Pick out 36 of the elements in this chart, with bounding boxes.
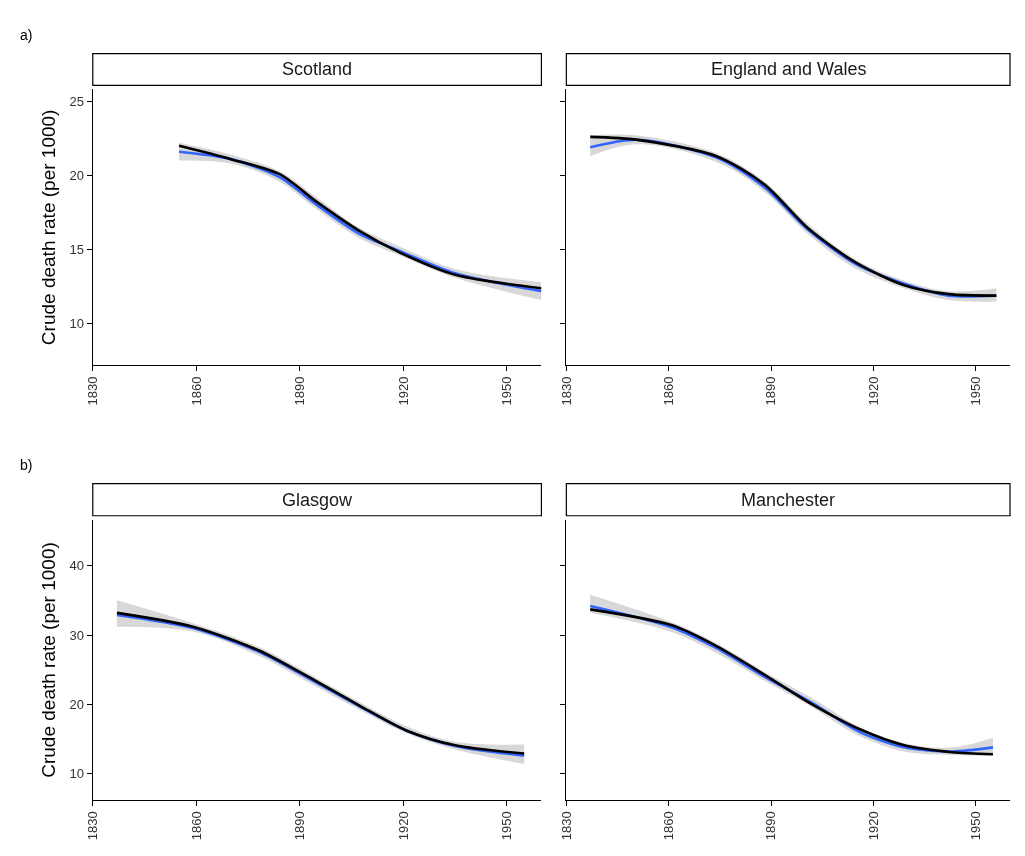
x-tick-label: 1890 (292, 376, 308, 406)
x-tick-label: 1860 (188, 811, 204, 841)
y-tick-label: 40 (69, 558, 85, 574)
x-tick-label: 1830 (85, 811, 100, 841)
x-tick-label: 1860 (188, 376, 204, 406)
x-tick-label: 1890 (763, 811, 779, 841)
text: a) (20, 27, 33, 43)
chart-title: Glasgow (282, 490, 354, 510)
y-tick-label: 30 (69, 627, 85, 643)
x-tick-label: 1830 (558, 376, 574, 406)
x-tick-label: 1920 (865, 811, 881, 841)
chart-title: England and Wales (711, 59, 867, 79)
y-tick-label: 10 (69, 316, 85, 332)
y-axis-title: Crude death rate (per 1000) (38, 109, 60, 346)
x-tick-label: 1860 (660, 376, 676, 406)
x-tick-label: 1830 (558, 811, 574, 841)
x-tick-label: 1950 (499, 811, 515, 841)
text: b) (20, 457, 33, 473)
y-tick-label: 25 (69, 93, 85, 109)
chart-title: Manchester (741, 490, 836, 510)
y-tick-label: 20 (69, 168, 85, 183)
chart-title: Scotland (282, 59, 353, 79)
y-tick-label: 15 (69, 242, 85, 258)
x-tick-label: 1920 (395, 376, 411, 406)
y-axis-title: Crude death rate (per 1000) (38, 542, 60, 778)
x-tick-label: 1890 (763, 376, 779, 406)
x-tick-label: 1830 (85, 376, 100, 406)
y-tick-label: 20 (69, 696, 85, 712)
y-tick-label: 10 (69, 766, 85, 782)
x-tick-label: 1860 (660, 811, 676, 841)
x-tick-label: 1950 (499, 376, 515, 406)
x-tick-label: 1890 (292, 811, 308, 841)
x-tick-label: 1920 (395, 811, 411, 841)
x-tick-label: 1950 (968, 811, 984, 841)
x-tick-label: 1950 (968, 376, 984, 406)
x-tick-label: 1920 (865, 376, 881, 406)
